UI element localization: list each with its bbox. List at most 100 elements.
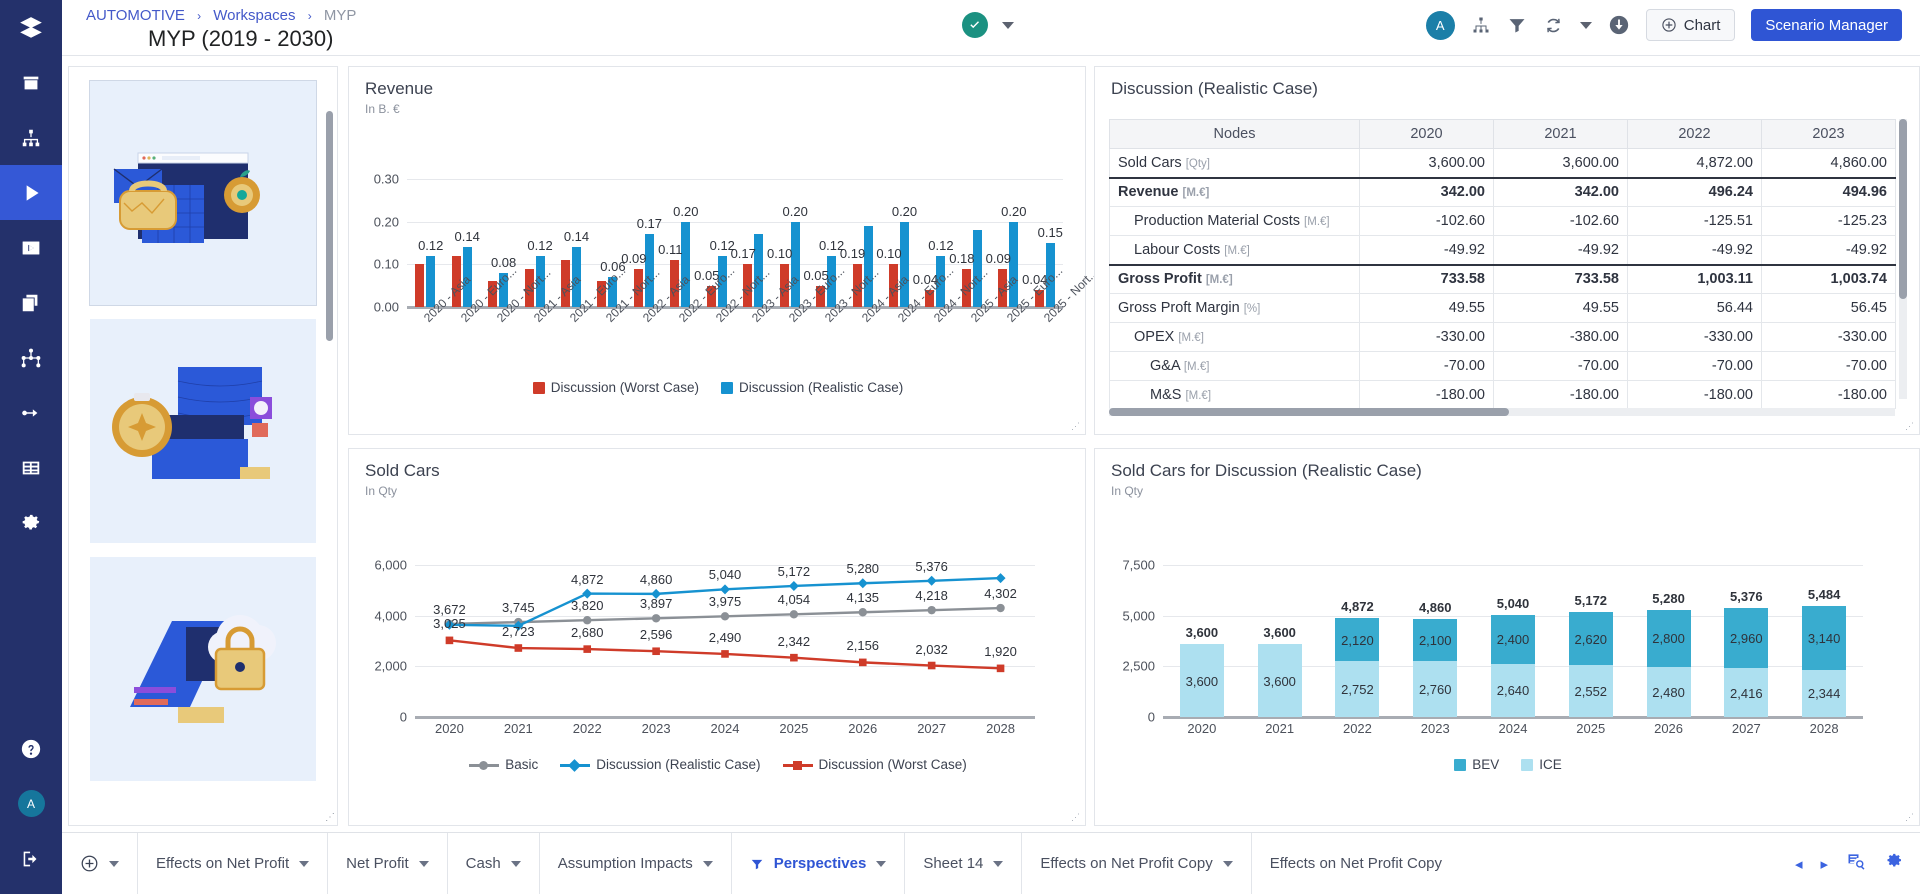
bar-discussion-worst-case-[interactable] xyxy=(524,268,534,307)
table-cell-value[interactable]: -49.92 xyxy=(1493,235,1628,265)
stacked-bar-segment-bev[interactable] xyxy=(1413,618,1458,662)
bar-discussion-worst-case-[interactable] xyxy=(451,255,461,307)
table-cell-value[interactable]: -180.00 xyxy=(1359,380,1494,409)
bar-discussion-worst-case-[interactable] xyxy=(706,285,716,307)
legend-item[interactable]: Discussion (Realistic Case) xyxy=(560,757,761,772)
tab-sheet-14[interactable]: Sheet 14 xyxy=(905,833,1023,894)
table-cell-value[interactable]: 56.45 xyxy=(1761,293,1896,323)
table-cell-value[interactable]: 49.55 xyxy=(1493,293,1628,323)
download-icon[interactable] xyxy=(1608,14,1630,36)
sidebar-item-table[interactable] xyxy=(0,440,62,495)
table-cell-value[interactable]: -330.00 xyxy=(1761,322,1896,352)
table-cell-value[interactable]: -125.23 xyxy=(1761,206,1896,236)
stacked-bar-segment-bev[interactable] xyxy=(1646,610,1691,667)
legend-item[interactable]: Basic xyxy=(469,757,538,772)
user-avatar[interactable]: A xyxy=(0,776,62,831)
sidebar-item-presentation[interactable] xyxy=(0,220,62,275)
table-col-year[interactable]: 2021 xyxy=(1493,119,1628,149)
tab-effects-on-net-profit-copy[interactable]: Effects on Net Profit Copy xyxy=(1022,833,1252,894)
table-cell-value[interactable]: 56.44 xyxy=(1627,293,1762,323)
bar-discussion-realistic-case-[interactable] xyxy=(681,221,691,307)
stacked-bar-segment-ice[interactable] xyxy=(1646,666,1691,717)
bar-discussion-worst-case-[interactable] xyxy=(889,264,898,307)
bar-discussion-realistic-case-[interactable] xyxy=(936,255,946,307)
tab-chevron-down-icon[interactable] xyxy=(993,860,1004,867)
legend-item[interactable]: Discussion (Realistic Case) xyxy=(721,380,903,395)
table-row[interactable]: Gross Profit [M.€] 733.58 733.58 1,003.11 1,… xyxy=(1109,263,1896,294)
table-row[interactable]: Revenue [M.€] 342.00 342.00 496.24 494.96 xyxy=(1109,176,1896,207)
stacked-bar-segment-bev[interactable] xyxy=(1802,605,1847,670)
bar-discussion-realistic-case-[interactable] xyxy=(608,277,618,307)
gear-icon[interactable] xyxy=(1884,851,1904,876)
bar-discussion-realistic-case-[interactable] xyxy=(863,225,873,307)
bar-discussion-worst-case-[interactable] xyxy=(633,268,643,307)
revenue-card-resize-grip[interactable]: ⋰ xyxy=(1071,421,1080,431)
table-cell-value[interactable]: -125.51 xyxy=(1627,206,1762,236)
table-cell-value[interactable]: 1,003.74 xyxy=(1761,263,1896,294)
table-cell-value[interactable]: -102.60 xyxy=(1359,206,1494,236)
table-cell-value[interactable]: -70.00 xyxy=(1493,351,1628,381)
tab-chevron-down-icon[interactable] xyxy=(876,860,887,867)
bar-discussion-worst-case-[interactable] xyxy=(961,268,971,307)
table-cell-value[interactable]: -49.92 xyxy=(1627,235,1762,265)
table-cell-value[interactable]: 733.58 xyxy=(1359,263,1494,294)
sidebar-item-layers[interactable] xyxy=(0,0,62,55)
table-cell-value[interactable]: 342.00 xyxy=(1359,176,1494,207)
stacked-bar-segment-bev[interactable] xyxy=(1335,618,1380,662)
stacked-card-resize-grip[interactable]: ⋰ xyxy=(1905,812,1914,822)
thumbnail-slide-2[interactable] xyxy=(90,319,316,543)
add-chart-button[interactable]: Chart xyxy=(1645,9,1736,41)
stacked-bar-segment-bev[interactable] xyxy=(1724,608,1769,669)
stacked-bar-segment-ice[interactable] xyxy=(1724,668,1769,717)
sidebar-item-settings[interactable] xyxy=(0,495,62,550)
sidebar-item-pages[interactable] xyxy=(0,275,62,330)
bar-discussion-realistic-case-[interactable] xyxy=(462,247,472,307)
table-horizontal-scrollbar[interactable] xyxy=(1109,408,1895,416)
tab-chevron-down-icon[interactable] xyxy=(1222,860,1233,867)
table-row[interactable]: OPEX [M.€] -330.00 -380.00 -330.00 -330.00 xyxy=(1109,322,1896,352)
stacked-bar-segment-ice[interactable] xyxy=(1179,644,1224,717)
bar-discussion-worst-case-[interactable] xyxy=(743,264,753,307)
tab-cash[interactable]: Cash xyxy=(448,833,540,894)
stacked-bar-segment-bev[interactable] xyxy=(1491,614,1535,664)
table-cell-value[interactable]: -330.00 xyxy=(1359,322,1494,352)
tab-chevron-down-icon[interactable] xyxy=(510,860,521,867)
table-row[interactable]: Sold Cars [Qty] 3,600.00 3,600.00 4,872.00 4… xyxy=(1109,148,1896,178)
table-cell-value[interactable]: 49.55 xyxy=(1359,293,1494,323)
tab-perspectives[interactable]: Perspectives xyxy=(732,833,906,894)
table-cell-value[interactable]: 4,872.00 xyxy=(1627,148,1762,178)
table-cell-value[interactable]: 496.24 xyxy=(1627,176,1762,207)
bar-discussion-realistic-case-[interactable] xyxy=(900,221,909,307)
table-row[interactable]: Gross Proft Margin [%] 49.55 49.55 56.44 56.… xyxy=(1109,293,1896,323)
tab-nav-next[interactable]: ▸ xyxy=(1820,855,1828,873)
sidebar-item-flow[interactable] xyxy=(0,385,62,440)
stacked-bar-segment-ice[interactable] xyxy=(1413,661,1458,717)
tab-net-profit[interactable]: Net Profit xyxy=(328,833,448,894)
sidebar-item-play[interactable] xyxy=(0,165,62,220)
table-cell-value[interactable]: -180.00 xyxy=(1627,380,1762,409)
bar-discussion-worst-case-[interactable] xyxy=(816,285,826,307)
sidebar-item-archive[interactable] xyxy=(0,55,62,110)
bar-discussion-realistic-case-[interactable] xyxy=(535,255,545,307)
add-sheet-chevron-down-icon[interactable] xyxy=(109,860,119,867)
table-cell-value[interactable]: -180.00 xyxy=(1761,380,1896,409)
bar-discussion-realistic-case-[interactable] xyxy=(426,255,436,307)
thumbnail-slide-1[interactable] xyxy=(89,80,317,306)
table-cell-value[interactable]: -49.92 xyxy=(1359,235,1494,265)
sidebar-item-network[interactable] xyxy=(0,330,62,385)
tab-chevron-down-icon[interactable] xyxy=(299,860,310,867)
tab-assumption-impacts[interactable]: Assumption Impacts xyxy=(540,833,732,894)
legend-item[interactable]: Discussion (Worst Case) xyxy=(782,757,967,772)
table-cell-value[interactable]: 4,860.00 xyxy=(1761,148,1896,178)
table-cell-value[interactable]: -180.00 xyxy=(1493,380,1628,409)
refresh-icon[interactable] xyxy=(1543,15,1564,36)
bar-discussion-worst-case-[interactable] xyxy=(415,264,425,307)
table-cell-value[interactable]: 1,003.11 xyxy=(1627,263,1762,294)
table-cell-value[interactable]: -70.00 xyxy=(1627,351,1762,381)
bar-discussion-worst-case-[interactable] xyxy=(488,281,498,307)
bar-discussion-realistic-case-[interactable] xyxy=(827,255,837,307)
bar-discussion-realistic-case-[interactable] xyxy=(644,234,654,307)
table-col-year[interactable]: 2020 xyxy=(1359,119,1494,149)
bar-discussion-worst-case-[interactable] xyxy=(998,268,1008,307)
table-cell-value[interactable]: -102.60 xyxy=(1493,206,1628,236)
